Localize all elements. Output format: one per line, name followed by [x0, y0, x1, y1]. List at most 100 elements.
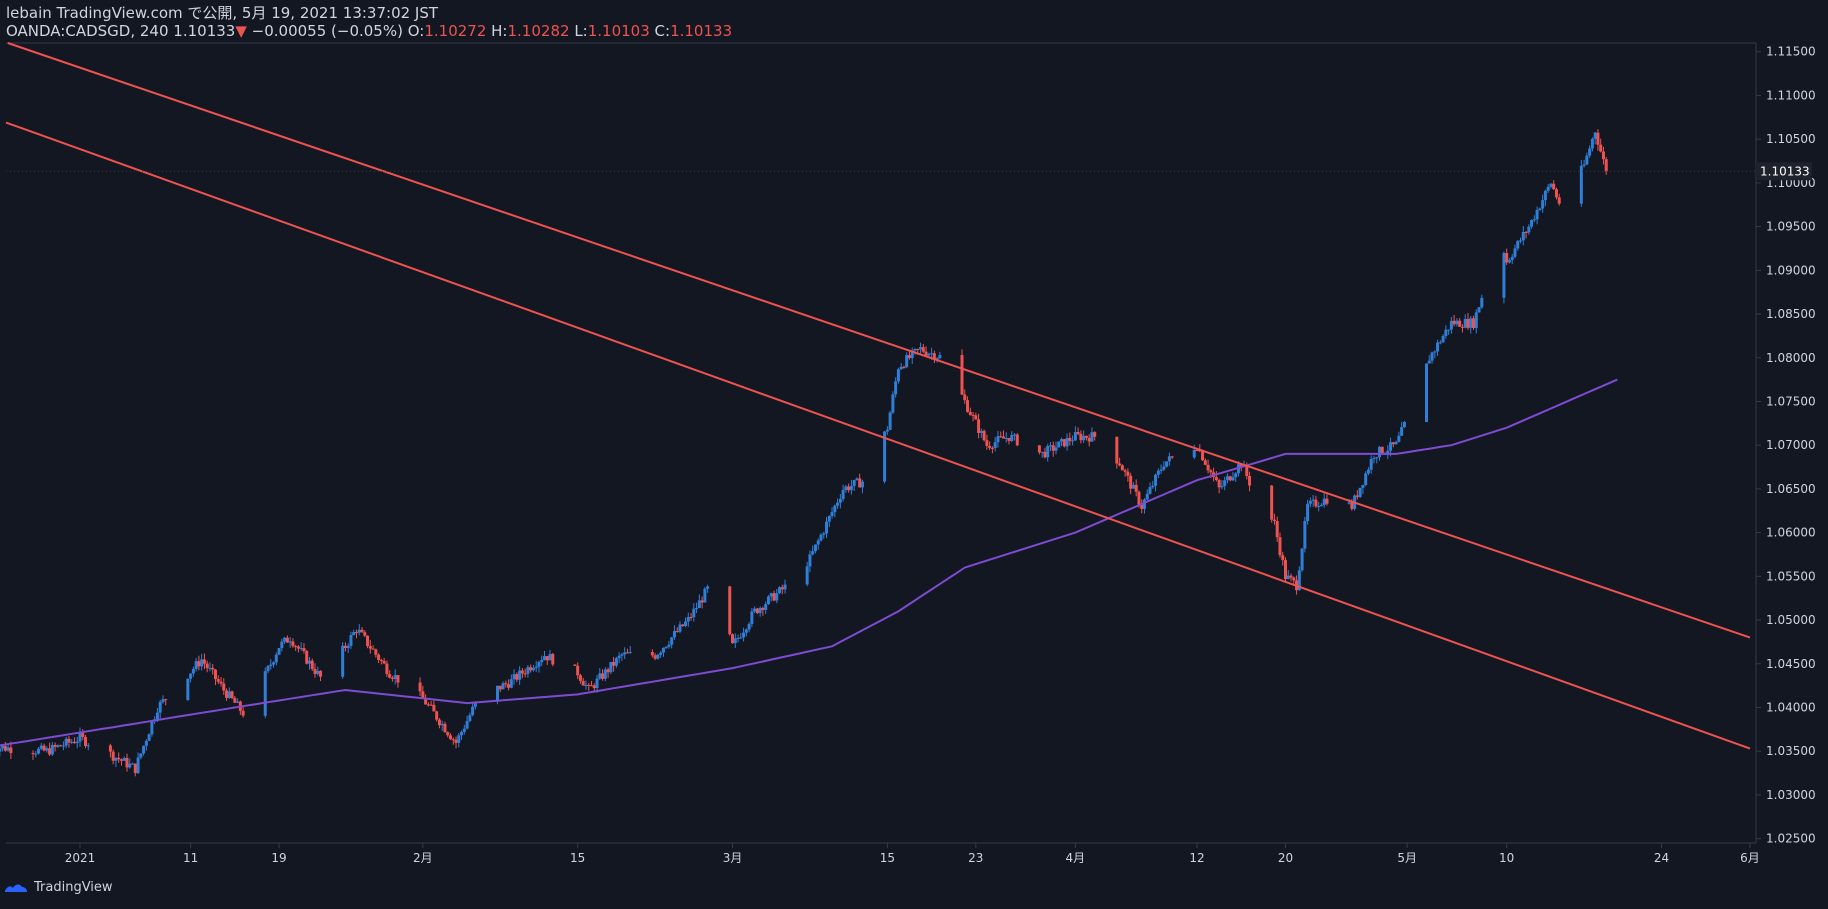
candle-body-191: [692, 608, 696, 618]
candle-body-323: [1192, 449, 1196, 458]
candle-body-246: [902, 366, 906, 368]
publish-info: lebain TradingView.com で公開, 5月 19, 2021 …: [6, 4, 439, 22]
candle-body-354: [1297, 570, 1301, 591]
candle-body-361: [1317, 506, 1321, 508]
candle-body-338: [1234, 473, 1238, 478]
trendlines-group: [5, 42, 1751, 750]
candle-body-36: [128, 763, 132, 768]
candle-body-139: [509, 679, 513, 688]
candle-body-153: [548, 654, 552, 661]
candle-body-51: [189, 673, 193, 679]
candle-body-187: [681, 624, 685, 627]
time-tick-label-7: 23: [968, 851, 983, 865]
candle-body-12: [42, 745, 46, 751]
low-label: L:: [574, 22, 588, 40]
candle-body-432: [1590, 138, 1594, 149]
candle-body-201: [739, 637, 743, 639]
candle-body-206: [753, 608, 757, 612]
candle-body-250: [913, 349, 917, 351]
candle-body-156: [576, 665, 580, 676]
candle-body-335: [1225, 476, 1229, 481]
candle-body-53: [194, 661, 198, 670]
candle-body-83: [296, 646, 300, 649]
candle-body-205: [750, 611, 754, 625]
candle-body-161: [590, 685, 594, 687]
candle-body-224: [822, 533, 826, 535]
candle-body-219: [808, 554, 812, 567]
candle-body-199: [733, 638, 737, 644]
candle-body-372: [1366, 469, 1370, 474]
candle-body-223: [819, 534, 823, 541]
candle-body-228: [833, 505, 837, 513]
candle-body-58: [208, 667, 212, 669]
candle-body-15: [50, 744, 54, 755]
candle-body-387: [1427, 360, 1431, 364]
candle-body-88: [310, 660, 314, 670]
price-change: −0.00055 (−0.05%): [251, 22, 403, 40]
candle-body-280: [1015, 434, 1019, 446]
candle-body-158: [581, 680, 585, 686]
candle-body-9: [34, 753, 38, 755]
candle-body-99: [360, 629, 364, 633]
time-tick-label-11: 5月: [1397, 851, 1417, 865]
candle-body-397: [1455, 320, 1459, 325]
candle-body-324: [1195, 449, 1199, 451]
price-tick-label-1: 1.11000: [1766, 88, 1816, 102]
candle-body-121: [440, 723, 444, 726]
candle-body-266: [977, 419, 981, 433]
moving-average-line: [0, 378, 1618, 747]
candle-body-25: [78, 733, 82, 742]
candle-body-67: [233, 697, 237, 703]
price-axis: 1.115001.110001.105001.100001.095001.090…: [1756, 45, 1816, 846]
candle-body-241: [888, 412, 892, 430]
candle-body-28: [86, 745, 90, 747]
candle-body-392: [1441, 336, 1445, 343]
candle-body-65: [227, 691, 231, 698]
candle-body-349: [1283, 560, 1287, 579]
candle-body-305: [1123, 470, 1127, 472]
candle-body-14: [48, 748, 52, 755]
candle-body-152: [545, 656, 549, 661]
candle-body-44: [150, 721, 154, 735]
candle-body-436: [1601, 151, 1605, 160]
candle-body-142: [518, 670, 522, 680]
candle-body-194: [700, 600, 704, 603]
candle-body-226: [827, 516, 831, 522]
candle-body-413: [1519, 240, 1523, 242]
candle-body-145: [526, 667, 530, 674]
candle-body-52: [191, 669, 195, 674]
candle-body-147: [531, 668, 535, 671]
candle-body-258: [935, 358, 939, 360]
candle-body-288: [1057, 441, 1061, 448]
candle-body-101: [366, 635, 370, 647]
candle-body-33: [119, 759, 123, 761]
footer-brand[interactable]: TradingView: [4, 880, 113, 895]
candle-body-16: [53, 744, 57, 747]
candle-body-357: [1306, 503, 1310, 521]
candle-body-385: [1402, 422, 1406, 428]
candle-body-332: [1217, 479, 1221, 488]
candle-body-111: [393, 675, 397, 680]
candle-body-179: [659, 652, 663, 655]
candle-body-299: [1087, 437, 1091, 442]
candle-body-107: [382, 660, 386, 664]
candle-body-377: [1380, 446, 1384, 454]
candle-body-345: [1272, 519, 1276, 521]
candle-body-37: [131, 763, 135, 765]
candle-body-290: [1062, 439, 1066, 447]
time-axis: 2021 11 19 2月 15 3月 15 23 4月 12 20 5月 10 24 6月: [65, 843, 1760, 865]
candle-body-403: [1472, 318, 1476, 329]
candle-body-373: [1369, 459, 1373, 470]
candle-body-75: [274, 654, 278, 663]
candle-body-383: [1397, 435, 1401, 442]
candle-body-407: [1502, 253, 1506, 298]
candle-body-146: [529, 667, 533, 671]
candle-body-29: [108, 745, 112, 752]
candle-body-268: [982, 430, 986, 441]
candle-body-287: [1054, 447, 1058, 451]
candle-body-143: [520, 670, 524, 674]
candle-body-318: [1159, 469, 1163, 471]
candle-body-46: [155, 712, 159, 720]
candle-body-343: [1248, 476, 1252, 486]
